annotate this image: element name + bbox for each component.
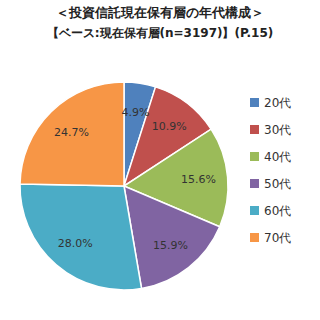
- legend-label: 50代: [264, 177, 291, 191]
- legend-label: 30代: [264, 123, 291, 137]
- data-label: 4.9%: [122, 106, 150, 119]
- legend-label: 70代: [264, 231, 291, 245]
- legend-label: 60代: [264, 204, 291, 218]
- chart: ＜投資信託現在保有層の年代構成＞ 【ベース:現在保有層(n=3197)】(P.15…: [0, 0, 320, 320]
- pie: [20, 82, 228, 290]
- legend-item: 70代: [250, 231, 291, 245]
- legend-swatch: [250, 206, 259, 215]
- data-label: 10.9%: [152, 120, 187, 133]
- data-label: 15.9%: [153, 239, 188, 252]
- legend-swatch: [250, 233, 259, 242]
- legend-item: 40代: [250, 150, 291, 164]
- legend-item: 20代: [250, 96, 291, 110]
- data-label: 28.0%: [58, 237, 93, 250]
- legend-label: 40代: [264, 150, 291, 164]
- legend-item: 30代: [250, 123, 291, 137]
- legend-swatch: [250, 98, 259, 107]
- legend-swatch: [250, 179, 259, 188]
- legend-label: 20代: [264, 96, 291, 110]
- legend-swatch: [250, 125, 259, 134]
- background: [0, 0, 320, 320]
- legend-swatch: [250, 152, 259, 161]
- data-labels: 4.9%10.9% 15.6% 15.9% 28.0% 24.7%: [54, 106, 216, 252]
- data-label: 24.7%: [54, 126, 89, 139]
- pie-slice: [20, 82, 124, 186]
- title: ＜投資信託現在保有層の年代構成＞: [56, 5, 264, 20]
- subtitle: 【ベース:現在保有層(n=3197)】(P.15): [47, 26, 274, 40]
- legend-item: 50代: [250, 177, 291, 191]
- legend: 20代 30代 40代 50代 60代 70代: [250, 96, 291, 245]
- pie-slice: [20, 184, 142, 290]
- legend-item: 60代: [250, 204, 291, 218]
- data-label: 15.6%: [181, 173, 216, 186]
